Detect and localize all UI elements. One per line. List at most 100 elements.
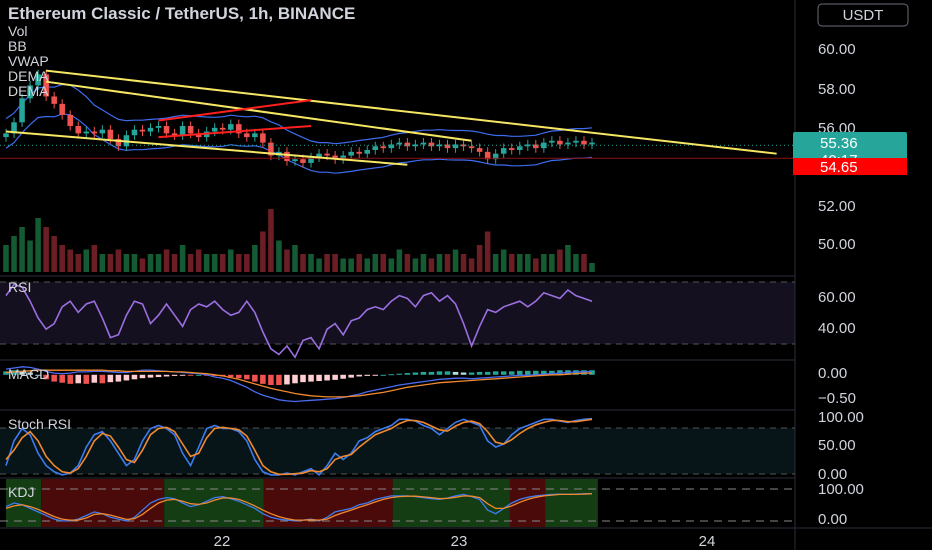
volume-bar xyxy=(356,254,362,272)
macd-histogram-bar xyxy=(404,373,411,375)
chart-title[interactable]: Ethereum Classic / TetherUS, 1h, BINANCE xyxy=(8,4,355,23)
volume-bar xyxy=(139,258,146,272)
candle xyxy=(348,151,354,156)
candle xyxy=(107,129,114,139)
candle xyxy=(452,144,459,149)
volume-bar xyxy=(107,254,114,272)
stoch-tick-label: 100.00 xyxy=(818,409,864,426)
candle xyxy=(227,124,234,130)
macd-pane[interactable] xyxy=(3,366,595,403)
time-tick-label: 24 xyxy=(699,533,716,550)
volume-bar xyxy=(324,254,330,272)
candle xyxy=(163,126,170,134)
macd-histogram-bar xyxy=(115,374,122,382)
candle xyxy=(195,133,202,138)
trendlines[interactable] xyxy=(5,69,777,166)
candle xyxy=(484,151,491,160)
macd-histogram-bar xyxy=(227,374,234,378)
volume-bar xyxy=(203,254,210,272)
volume-bar xyxy=(171,254,178,272)
rsi-title[interactable]: RSI xyxy=(8,279,31,295)
volume-bar xyxy=(484,231,491,272)
price-axis[interactable]: 60.0058.0056.0052.0050.0060.0040.000.00−… xyxy=(818,41,864,528)
candle xyxy=(404,142,411,147)
macd-histogram-bar xyxy=(27,372,33,375)
volume-bar xyxy=(131,254,138,272)
macd-histogram-bar xyxy=(292,374,298,384)
candle xyxy=(131,129,138,136)
macd-histogram-bar xyxy=(107,374,114,383)
candle xyxy=(139,129,146,132)
volume-bar xyxy=(476,245,483,272)
volume-bar xyxy=(147,254,154,272)
macd-line xyxy=(5,366,593,403)
volume-bar xyxy=(163,249,170,272)
kdj-zone xyxy=(392,479,510,527)
macd-histogram-bar xyxy=(396,373,403,375)
volume-bar xyxy=(460,254,467,272)
volume-bar xyxy=(227,249,234,272)
volume-bar xyxy=(67,249,73,272)
candle xyxy=(533,144,539,149)
macd-histogram-bar xyxy=(260,374,266,384)
last-price-text: 55.36 xyxy=(820,135,858,152)
macd-histogram-bar xyxy=(3,371,9,375)
macd-histogram-bar xyxy=(195,374,202,376)
macd-histogram-bar xyxy=(35,374,41,376)
price-pane[interactable] xyxy=(0,69,795,174)
kdj-pane[interactable] xyxy=(0,488,795,522)
volume-bar xyxy=(276,240,282,272)
volume-bar xyxy=(348,258,354,272)
volume-bar xyxy=(412,258,419,272)
macd-title[interactable]: MACD xyxy=(8,366,49,382)
rsi-pane[interactable] xyxy=(0,281,795,359)
candle xyxy=(332,155,338,160)
candle xyxy=(19,98,25,123)
legend-vwap[interactable]: VWAP xyxy=(8,53,49,69)
volume-bar xyxy=(155,254,162,272)
legend-dema-1[interactable]: DEMA xyxy=(8,68,49,84)
candle xyxy=(260,133,266,143)
candle xyxy=(436,144,443,147)
volume-bar xyxy=(533,258,539,272)
macd-histogram-bar xyxy=(179,374,186,376)
currency-button[interactable] xyxy=(817,3,909,27)
stoch-rsi-pane[interactable] xyxy=(0,417,795,476)
candle xyxy=(388,144,395,149)
macd-histogram-bar xyxy=(236,374,242,379)
candle xyxy=(236,124,242,134)
stoch-rsi-title[interactable]: Stoch RSI xyxy=(8,416,71,432)
macd-histogram-bar xyxy=(380,374,387,376)
candle xyxy=(99,129,106,134)
volume-bar xyxy=(436,254,443,272)
macd-histogram-bar xyxy=(525,370,531,375)
kdj-title[interactable]: KDJ xyxy=(8,484,34,500)
macd-histogram-bar xyxy=(492,371,499,375)
red-channel-upper xyxy=(158,99,312,122)
candle xyxy=(187,126,194,134)
volume-bar xyxy=(91,245,98,272)
volume-bar xyxy=(43,227,49,272)
volume-bar xyxy=(195,249,202,272)
candle xyxy=(211,127,218,132)
price-tick-label: 58.00 xyxy=(818,81,856,98)
macd-tick-label: −0.50 xyxy=(818,390,856,407)
macd-histogram-bar xyxy=(252,374,258,382)
candle xyxy=(115,138,122,147)
time-axis[interactable]: 22 23 24 xyxy=(214,533,716,550)
legend-dema-2[interactable]: DEMA xyxy=(8,83,49,99)
macd-histogram-bar xyxy=(444,371,451,375)
macd-histogram-bar xyxy=(533,370,539,375)
volume-bar xyxy=(51,236,57,272)
legend-bb[interactable]: BB xyxy=(8,38,27,54)
candle xyxy=(589,142,595,145)
candle xyxy=(508,148,515,150)
candle xyxy=(573,140,579,143)
macd-histogram-bar xyxy=(436,371,443,375)
rsi-tick-label: 40.00 xyxy=(818,320,856,337)
price-tick-label: 50.00 xyxy=(818,236,856,253)
legend-vol[interactable]: Vol xyxy=(8,23,27,39)
red-channel-lower xyxy=(158,125,312,139)
candle xyxy=(75,126,82,134)
